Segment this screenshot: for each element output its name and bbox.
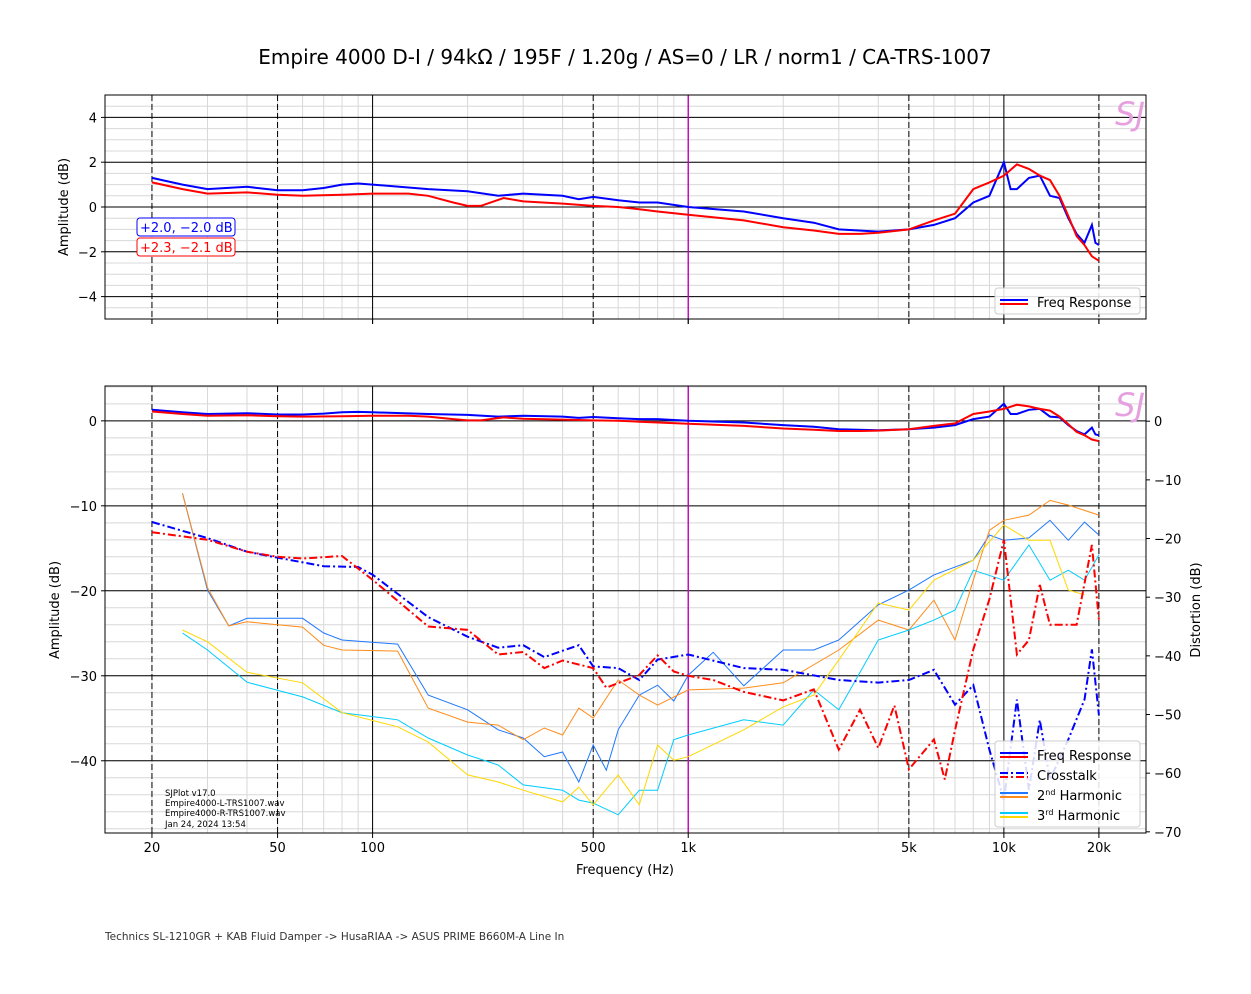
legend-label: Freq Response (1037, 296, 1131, 311)
info-line: Empire4000-L-TRS1007.wav (165, 799, 285, 809)
footer-text: Technics SL-1210GR + KAB Fluid Damper ->… (104, 931, 564, 943)
right-y-tick-label: −50 (1154, 709, 1181, 724)
superscript: nd (1045, 788, 1055, 797)
right-y-tick-label: −40 (1154, 650, 1181, 665)
2nd-harmonic-L (182, 493, 1100, 784)
y-tick-label: 4 (89, 111, 97, 126)
crosstalk-R (151, 531, 1100, 780)
annotation-box (136, 237, 236, 257)
y-tick-label: 0 (89, 415, 97, 430)
y-tick-label: −20 (70, 585, 97, 600)
right-y-tick-label: −20 (1154, 533, 1181, 548)
y-tick-label: −30 (70, 670, 97, 685)
x-tick-label: 10k (992, 841, 1017, 856)
legend-label: Freq Response (1037, 749, 1131, 764)
right-y-tick-label: −30 (1154, 591, 1181, 606)
right-y-tick-label: −60 (1154, 767, 1181, 782)
x-tick-label: 1k (680, 841, 696, 856)
annotation-box (136, 217, 236, 237)
info-text: SJPlot v17.0 Empire4000-L-TRS1007.wav Em… (164, 789, 286, 830)
3rd-harmonic-L (182, 544, 1100, 816)
annotation-text: +2.3, −2.1 dB (140, 241, 233, 256)
y-tick-label: −2 (78, 246, 97, 261)
y-tick-label: 0 (89, 201, 97, 216)
annotation-text: +2.0, −2.0 dB (140, 221, 233, 236)
plot-frame (104, 94, 1147, 320)
sj-watermark: SJ (1115, 386, 1145, 424)
x-tick-label: 100 (360, 841, 385, 856)
legend-box (994, 740, 1141, 828)
right-y-axis-label: Distortion (dB) (1189, 562, 1204, 657)
chart-title: Empire 4000 D-I / 94kΩ / 195F / 1.20g / … (258, 45, 991, 69)
info-line: Empire4000-R-TRS1007.wav (165, 809, 286, 819)
y-tick-label: 2 (89, 156, 97, 171)
crosstalk-L (151, 521, 1100, 801)
x-tick-label: 20 (144, 841, 161, 856)
freq-response-R (151, 403, 1100, 443)
superscript: rd (1045, 808, 1053, 817)
legend-label: 3rd Harmonic (1037, 808, 1120, 824)
legend-label: Crosstalk (1037, 769, 1097, 784)
y-tick-label: −10 (70, 500, 97, 515)
legend-box (994, 287, 1141, 315)
top-plot: 4 2 0 −2 −4 SJ +2.0, −2.0 dB +2.3, −2.1 dB Freq … (78, 94, 1147, 324)
2nd-harmonic-R (182, 493, 1100, 741)
legend-label-rest: Harmonic (1054, 809, 1121, 824)
x-tick-label: 20k (1087, 841, 1112, 856)
bottom-y-axis-label: Amplitude (dB) (48, 561, 63, 659)
x-tick-label: 50 (269, 841, 286, 856)
right-y-tick-label: −10 (1154, 474, 1181, 489)
legend-label-rest: Harmonic (1055, 789, 1122, 804)
legend-label: 2nd Harmonic (1037, 788, 1122, 804)
y-tick-label: −4 (78, 291, 97, 306)
freq-response-L (151, 159, 1100, 246)
freq-response-R (151, 163, 1100, 262)
x-axis-label: Frequency (Hz) (576, 863, 674, 878)
3rd-harmonic-R (182, 524, 1085, 806)
info-line: Jan 24, 2024 13:54 (164, 820, 246, 830)
x-tick-label: 500 (581, 841, 606, 856)
right-y-tick-label: −70 (1154, 826, 1181, 841)
plot-frame (104, 385, 1147, 834)
y-tick-label: −40 (70, 755, 97, 770)
bottom-plot: 0 −10 −20 −30 −40 0 −10 −20 −30 −40 −50 −60 −70 SJ 20 5… (70, 385, 1181, 856)
top-y-axis-label: Amplitude (dB) (57, 158, 72, 256)
x-tick-label: 5k (901, 841, 917, 856)
info-line: SJPlot v17.0 (165, 789, 216, 799)
right-y-tick-label: 0 (1154, 415, 1162, 430)
freq-response-L (151, 402, 1100, 437)
sj-watermark: SJ (1115, 95, 1145, 133)
